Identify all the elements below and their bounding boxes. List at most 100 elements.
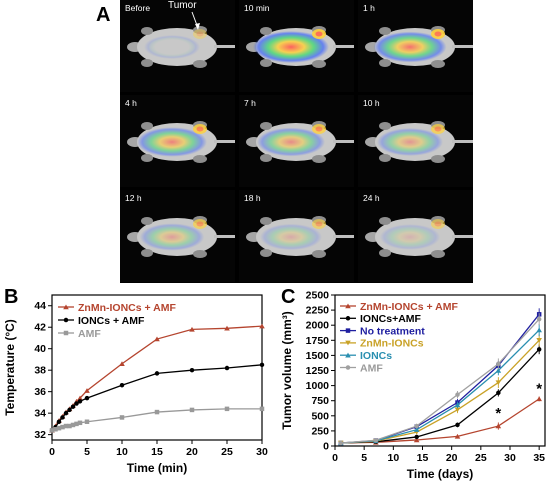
data-point [455, 392, 460, 397]
series-line [51, 325, 263, 431]
imaging-tile: Before Tumor [120, 0, 235, 92]
x-tick-label: 10 [387, 452, 399, 464]
data-point [77, 420, 83, 426]
x-tick-label: 15 [151, 446, 163, 458]
series-amf [49, 406, 265, 433]
tile-time-label: 12 h [125, 193, 142, 203]
x-tick-label: 15 [417, 452, 429, 464]
data-point [63, 304, 69, 310]
x-tick-label: 30 [504, 452, 516, 464]
imaging-tile: 12 h [120, 190, 235, 282]
data-point [414, 434, 419, 440]
legend-entry: AMF [78, 328, 101, 340]
temperature-chart: 0 5 10 15 20 25 30 32 34 36 38 40 42 44 Time (min) Temp… [3, 294, 268, 475]
data-point [119, 361, 125, 366]
data-point [495, 367, 502, 373]
data-point [77, 395, 83, 401]
tile-time-label: 18 h [244, 193, 261, 203]
data-point [84, 388, 90, 393]
data-point [345, 365, 351, 370]
imaging-tile: 24 h [358, 190, 473, 282]
data-point [119, 415, 125, 420]
data-point [74, 401, 79, 406]
x-tick-label: 5 [84, 446, 90, 458]
data-point [77, 399, 83, 404]
data-point [70, 422, 76, 428]
imaging-tile: 4 h [120, 95, 235, 187]
data-point [536, 396, 542, 402]
y-axis-label: Tumor volume (mm³) [280, 311, 294, 429]
legend-entry: IONCs [360, 350, 392, 362]
y-axis-label: Temperature (°C) [3, 319, 17, 416]
data-point [224, 406, 230, 412]
tile-time-label: Before [125, 3, 151, 13]
x-tick-label: 10 [116, 446, 128, 458]
data-point [60, 415, 65, 420]
y-tick-label: 2000 [306, 320, 330, 332]
legend-entry: ZnMn-IONCs + AMF [78, 302, 176, 314]
data-point [49, 428, 55, 433]
data-point [345, 303, 351, 309]
x-tick-label: 25 [221, 446, 233, 458]
data-point [338, 440, 344, 446]
data-point [56, 419, 62, 424]
data-point [70, 404, 76, 409]
imaging-tile: 7 h [239, 95, 354, 187]
data-point [536, 347, 542, 352]
data-point [345, 316, 351, 321]
data-point [224, 325, 230, 331]
x-tick-label: 0 [49, 446, 55, 458]
series-line [340, 398, 540, 444]
imaging-tile: 10 h [358, 95, 473, 187]
y-tick-label: 44 [34, 300, 46, 312]
x-tick-label: 0 [332, 452, 338, 464]
panel-letter-c: C [281, 286, 296, 308]
data-point [53, 427, 58, 432]
tumor-label: Tumor [168, 0, 197, 11]
data-point [345, 340, 351, 346]
data-point [373, 438, 379, 443]
data-point [63, 317, 69, 323]
data-point [495, 423, 502, 429]
significance-annotation: * [495, 405, 501, 422]
data-point [496, 361, 501, 367]
y-tick-label: 1500 [306, 350, 330, 362]
data-point [495, 380, 502, 386]
x-axis-label: Time (min) [127, 461, 187, 475]
legend-entry: ZnMn-IONCs + AMF [360, 301, 458, 313]
data-point [119, 382, 125, 388]
y-tick-label: 750 [311, 395, 329, 407]
y-tick-label: 2250 [306, 305, 330, 317]
data-point [536, 316, 542, 322]
data-point [60, 424, 65, 430]
data-point [259, 362, 265, 368]
series-znmn-ioncs-amf [338, 396, 542, 446]
series-line [340, 318, 540, 444]
y-tick-label: 0 [323, 441, 329, 453]
data-point [63, 410, 69, 416]
data-point [74, 421, 79, 427]
y-tick-label: 38 [34, 365, 46, 377]
x-tick-label: 20 [446, 452, 458, 464]
legend-entry: AMF [360, 362, 383, 374]
data-point [84, 395, 90, 401]
data-point [454, 402, 461, 408]
data-point [67, 423, 72, 429]
y-tick-label: 500 [311, 410, 329, 422]
imaging-tile: 10 min [239, 0, 354, 92]
tile-time-label: 10 h [363, 98, 380, 108]
data-point [414, 423, 419, 429]
tumor-arrow-icon [191, 11, 200, 30]
data-point [154, 336, 160, 342]
data-point [189, 367, 195, 373]
y-tick-label: 2500 [306, 290, 330, 302]
tile-time-label: 1 h [363, 3, 375, 13]
data-point [67, 407, 72, 413]
y-tick-label: 34 [34, 408, 46, 420]
data-point [413, 437, 420, 443]
data-point [84, 419, 90, 424]
series-amf [338, 313, 542, 446]
data-point [413, 427, 420, 432]
legend-entry: IONCs+AMF [360, 313, 422, 325]
